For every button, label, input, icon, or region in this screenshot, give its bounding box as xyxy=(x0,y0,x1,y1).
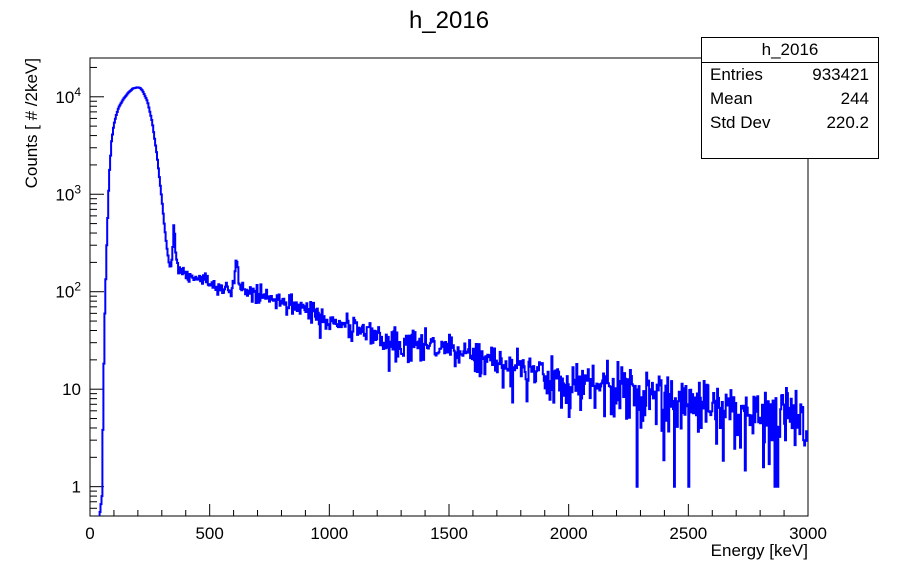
statistics-box: h_2016 Entries 933421 Mean 244 Std Dev 2… xyxy=(701,37,879,159)
stats-value: 933421 xyxy=(812,65,869,84)
y-tick-label: 104 xyxy=(55,85,81,107)
stats-label: Mean xyxy=(710,89,753,108)
stats-row-stddev: Std Dev 220.2 xyxy=(702,111,878,135)
stats-value: 220.2 xyxy=(826,113,869,132)
stats-row-mean: Mean 244 xyxy=(702,87,878,111)
chart-title: h_2016 xyxy=(409,7,489,34)
y-axis-label: Counts [ # /2keV] xyxy=(22,58,41,188)
x-axis-label: Energy [keV] xyxy=(711,541,808,560)
stats-value: 244 xyxy=(840,89,869,108)
axis-ticks: 0 500 1000 1500 2000 2500 3000 1 10 102 103 104 xyxy=(55,66,827,543)
stats-label: Std Dev xyxy=(710,113,771,132)
x-tick-label: 500 xyxy=(195,524,223,543)
stats-row-entries: Entries 933421 xyxy=(702,63,878,87)
y-tick-label: 1 xyxy=(72,478,81,497)
x-tick-label: 1000 xyxy=(310,524,348,543)
histogram-line xyxy=(98,86,808,516)
y-tick-label: 103 xyxy=(55,182,81,204)
x-tick-label: 3000 xyxy=(789,524,827,543)
x-tick-label: 2500 xyxy=(669,524,707,543)
x-tick-label: 1500 xyxy=(430,524,468,543)
y-tick-label: 10 xyxy=(62,380,81,399)
data-series xyxy=(98,86,808,516)
y-tick-label: 102 xyxy=(55,280,81,302)
stats-label: Entries xyxy=(710,65,763,84)
x-tick-label: 2000 xyxy=(550,524,588,543)
x-tick-label: 0 xyxy=(85,524,94,543)
stats-title: h_2016 xyxy=(702,38,878,63)
